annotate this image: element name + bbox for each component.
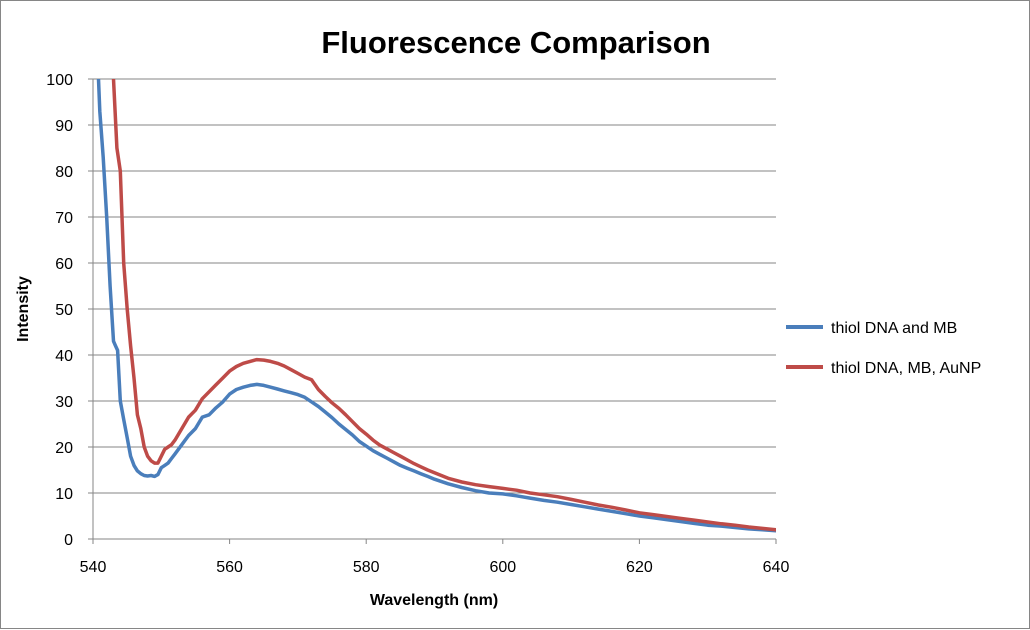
y-tick-label: 20 [55,440,73,457]
series-line-1 [96,79,776,533]
series-line-2 [111,79,776,532]
series-lines [96,79,776,533]
y-axis-label: Intensity [15,276,32,342]
x-tick-label: 640 [763,559,790,576]
x-tick-label: 620 [626,559,653,576]
x-tick-label: 540 [80,559,107,576]
legend-label-2: thiol DNA, MB, AuNP [831,360,981,377]
y-tick-label: 50 [55,302,73,319]
x-tick-labels: 540 560 580 600 620 640 [80,559,790,576]
chart-title: Fluorescence Comparison [321,25,710,60]
y-tick-label: 30 [55,394,73,411]
y-tick-labels: 0 10 20 30 40 50 60 70 80 90 100 [46,72,73,549]
x-axis-label: Wavelength (nm) [370,592,498,609]
legend: thiol DNA and MB thiol DNA, MB, AuNP [786,320,981,377]
x-tick-label: 600 [489,559,516,576]
y-tick-label: 100 [46,72,73,89]
axes [88,78,777,544]
y-tick-label: 60 [55,256,73,273]
y-tick-label: 90 [55,118,73,135]
y-tick-label: 40 [55,348,73,365]
y-tick-label: 70 [55,210,73,227]
legend-label-1: thiol DNA and MB [831,320,957,337]
x-tick-label: 580 [353,559,380,576]
gridlines [93,78,776,494]
y-tick-label: 80 [55,164,73,181]
x-tick-label: 560 [216,559,243,576]
y-tick-label: 0 [64,532,73,549]
y-tick-label: 10 [55,486,73,503]
